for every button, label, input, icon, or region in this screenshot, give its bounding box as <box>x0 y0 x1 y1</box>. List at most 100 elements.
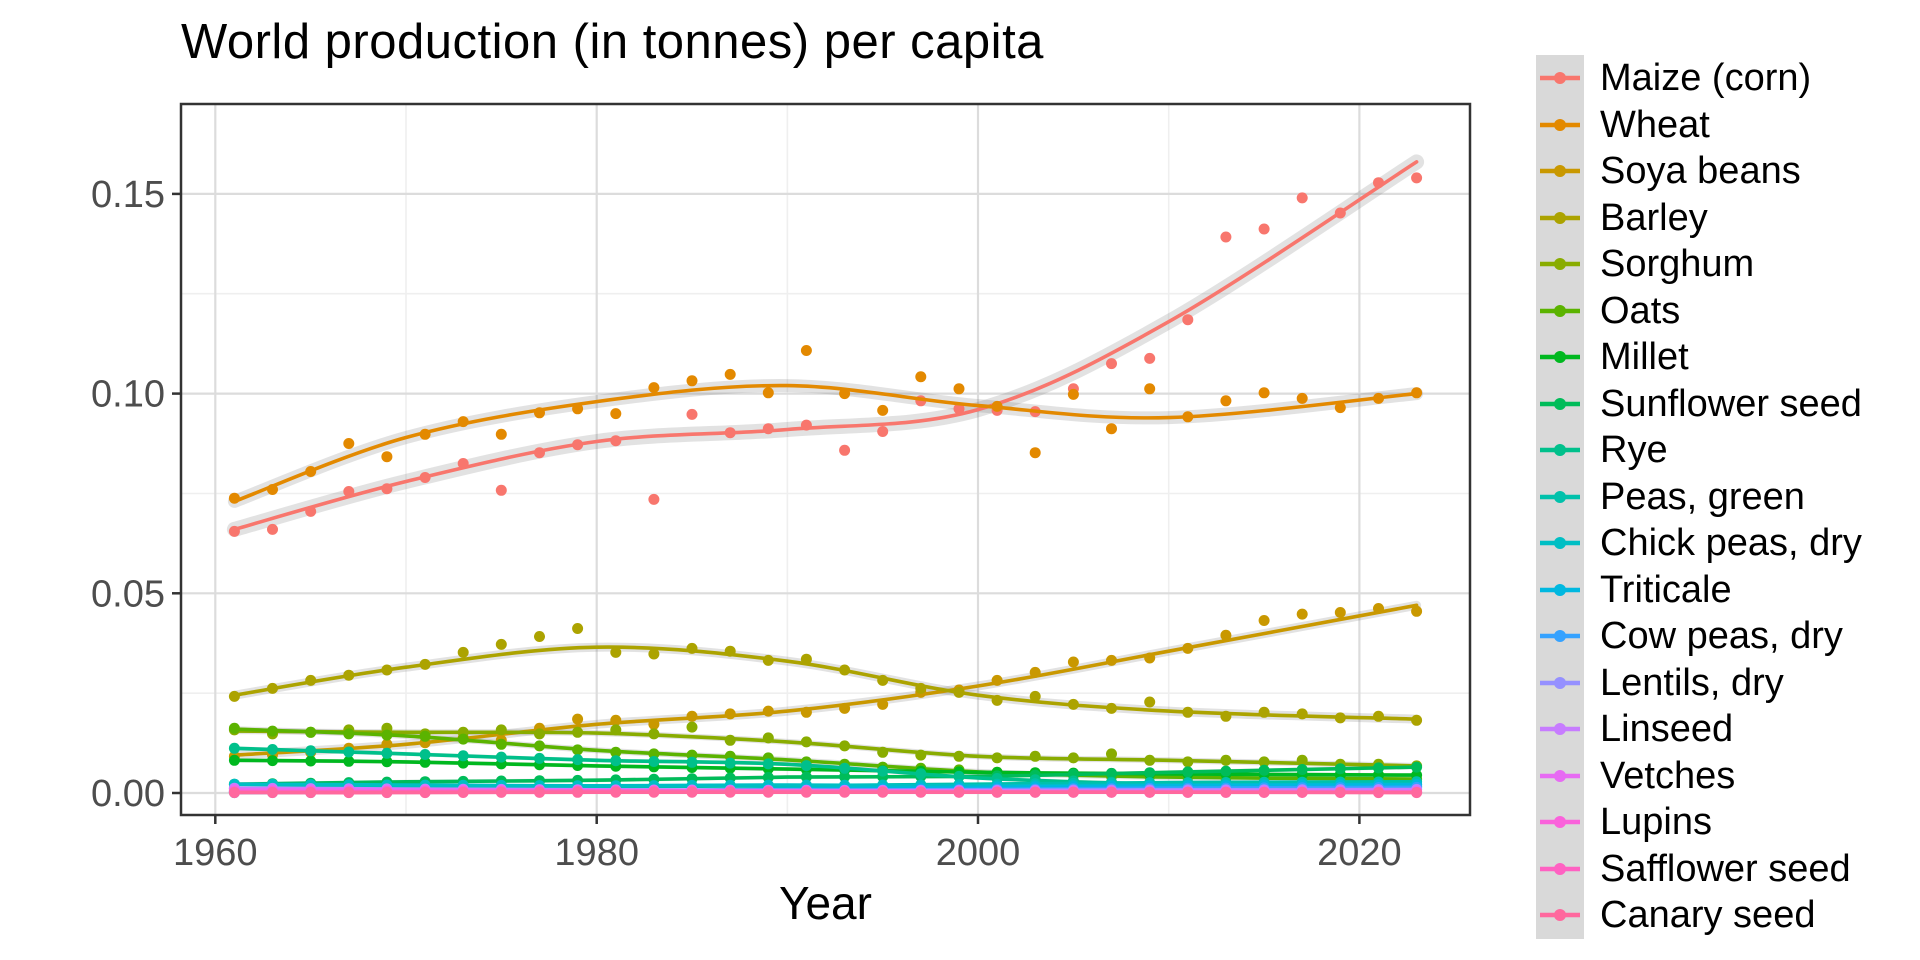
legend-line-dot-icon <box>1540 723 1580 736</box>
legend-item: Lentils, dry <box>1536 659 1862 706</box>
smooth-line <box>232 383 1419 504</box>
data-point <box>1144 696 1156 708</box>
data-point <box>1220 395 1232 407</box>
data-point <box>610 408 622 420</box>
x-tick-label: 2000 <box>936 832 1021 874</box>
data-point <box>495 638 507 650</box>
legend-label: Rye <box>1600 429 1668 472</box>
legend-line-dot-icon <box>1540 304 1580 317</box>
legend-key-icon <box>1536 752 1584 799</box>
y-tick-label: 0.10 <box>91 374 165 416</box>
legend-item: Safflower seed <box>1536 845 1862 892</box>
legend-key-icon <box>1536 427 1584 474</box>
data-point <box>953 403 965 415</box>
smooth-line <box>232 758 1419 777</box>
legend-key-icon <box>1536 287 1584 334</box>
legend-line-dot-icon <box>1540 444 1580 457</box>
legend-label: Lentils, dry <box>1600 661 1784 704</box>
data-point <box>724 368 736 380</box>
legend-line-dot-icon <box>1540 397 1580 410</box>
legend-item: Triticale <box>1536 566 1862 613</box>
y-tick-label: 0.00 <box>91 773 165 815</box>
data-point <box>1106 423 1117 435</box>
data-point <box>648 493 660 505</box>
y-tick-label: 0.05 <box>91 573 165 615</box>
legend-item: Soya beans <box>1536 148 1862 195</box>
data-point <box>1067 656 1079 668</box>
data-point <box>343 438 355 449</box>
legend-key-icon <box>1536 334 1584 381</box>
legend-label: Lupins <box>1600 801 1712 844</box>
data-point <box>1334 402 1346 414</box>
data-point <box>1106 358 1117 370</box>
legend-label: Sunflower seed <box>1600 382 1862 425</box>
data-point <box>495 428 507 440</box>
legend-key-icon <box>1536 892 1584 939</box>
data-point <box>686 721 698 733</box>
x-axis-title: Year <box>779 877 872 929</box>
legend-item: Chick peas, dry <box>1536 520 1862 567</box>
legend-item: Sunflower seed <box>1536 380 1862 427</box>
legend-line-dot-icon <box>1540 769 1580 782</box>
legend-line-dot-icon <box>1540 118 1580 131</box>
legend-key-icon <box>1536 241 1584 288</box>
legend-key-icon <box>1536 706 1584 753</box>
legend-line-dot-icon <box>1540 583 1580 596</box>
legend-label: Wheat <box>1600 103 1710 146</box>
y-tick-label: 0.15 <box>91 174 165 216</box>
legend-item: Rye <box>1536 427 1862 474</box>
data-point <box>1258 387 1270 399</box>
legend-line-dot-icon <box>1540 490 1580 503</box>
data-point <box>686 408 698 420</box>
legend-label: Canary seed <box>1600 894 1816 937</box>
data-point <box>1029 690 1041 702</box>
data-point <box>877 426 889 437</box>
legend-line-dot-icon <box>1540 165 1580 178</box>
legend-key-icon <box>1536 473 1584 520</box>
legend-line-dot-icon <box>1540 537 1580 550</box>
legend-line-dot-icon <box>1540 862 1580 875</box>
smooth-line <box>232 729 1419 768</box>
legend-line-dot-icon <box>1540 816 1580 829</box>
plot-panel <box>181 104 1470 815</box>
legend-label: Oats <box>1600 289 1681 332</box>
data-point <box>648 382 660 394</box>
legend-item: Wheat <box>1536 101 1862 148</box>
data-point <box>534 631 545 642</box>
legend-key-icon <box>1536 659 1584 706</box>
data-point <box>1296 392 1308 404</box>
chart-title: World production (in tonnes) per capita <box>181 15 1044 69</box>
legend-key-icon <box>1536 101 1584 148</box>
data-point <box>1144 352 1156 364</box>
data-point <box>648 648 660 660</box>
data-point <box>839 444 851 456</box>
data-point <box>1258 223 1270 235</box>
data-point <box>800 345 812 356</box>
data-point <box>381 451 393 463</box>
data-point <box>1411 605 1423 617</box>
x-tick-label: 1960 <box>173 832 258 874</box>
legend-line-dot-icon <box>1540 72 1580 85</box>
legend-line-dot-icon <box>1540 258 1580 271</box>
data-point <box>267 523 278 535</box>
legend-label: Cow peas, dry <box>1600 615 1843 658</box>
legend-label: Sorghum <box>1600 243 1755 286</box>
legend-key-icon <box>1536 613 1584 660</box>
data-point <box>1258 615 1270 626</box>
legend-item: Millet <box>1536 334 1862 381</box>
legend-item: Maize (corn) <box>1536 55 1862 102</box>
data-point <box>1029 447 1041 459</box>
legend-key-icon <box>1536 148 1584 195</box>
legend-item: Sorghum <box>1536 241 1862 288</box>
data-point <box>1296 192 1308 204</box>
smooth-line <box>232 765 1419 786</box>
legend-line-dot-icon <box>1540 351 1580 364</box>
legend-label: Triticale <box>1600 568 1732 611</box>
legend-label: Maize (corn) <box>1600 57 1812 100</box>
data-point <box>495 484 507 496</box>
x-tick-label: 2020 <box>1317 832 1402 874</box>
legend-item: Barley <box>1536 194 1862 241</box>
legend-item: Lupins <box>1536 799 1862 846</box>
legend-line-dot-icon <box>1540 676 1580 689</box>
